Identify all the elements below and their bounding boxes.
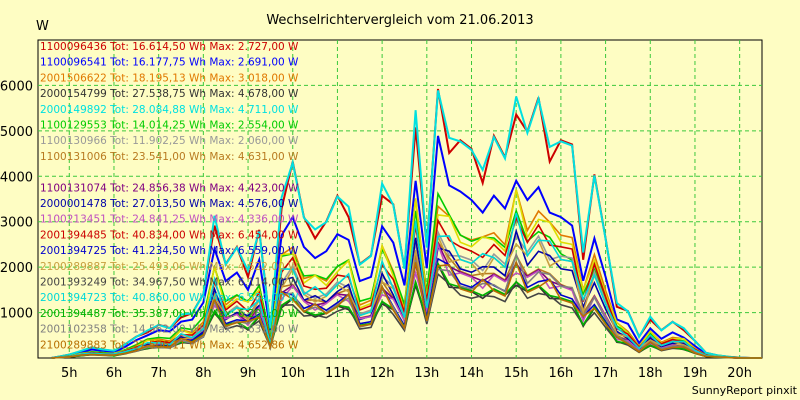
legend-entry: 1100131074 Tot: 24.856,38 Wh Max: 4.423,… [40,182,299,194]
series-line-4 [51,90,762,359]
x-tick-label: 7h [150,366,167,381]
y-tick-label: 3000 [0,216,33,231]
x-tick-label: 17h [593,366,618,381]
legend-entry: 2100289887 Tot: 25.493,06 Wh Max: 4.522,… [40,261,299,273]
x-tick-label: 20h [727,366,752,381]
x-tick-label: 18h [638,366,663,381]
legend-entry: 1100096436 Tot: 16.614,50 Wh Max: 2.727,… [40,41,299,53]
legend: 1100096436 Tot: 16.614,50 Wh Max: 2.727,… [40,41,299,351]
legend-entry: 2001394725 Tot: 41.234,50 Wh Max: 6.559,… [40,245,299,257]
legend-entry: 2000149892 Tot: 28.084,88 Wh Max: 4.711,… [40,104,299,116]
x-axis-ticks: 5h 6h 7h 8h 9h 10h 11h 12h 13h 14h 15h 16h 17h 18h 19h… [61,366,752,381]
legend-entry: 2001102358 Tot: 14.562,00 Wh Max: 3.631,… [40,324,299,336]
series-line-1 [51,135,762,359]
y-tick-label: 5000 [0,125,33,140]
y-tick-label: 6000 [0,79,33,94]
x-tick-label: 6h [106,366,123,381]
x-tick-label: 5h [61,366,78,381]
legend-entry: 2001394487 Tot: 35.387,00 Wh Max: 6.201,… [40,308,299,320]
legend-entry: 2001506622 Tot: 18.195,13 Wh Max: 3.018,… [40,72,299,84]
legend-entry: 1100131006 Tot: 23.541,00 Wh Max: 4.631,… [40,151,299,163]
chart-title: Wechselrichtervergleich vom 21.06.2013 [266,13,533,28]
x-tick-label: 8h [195,366,212,381]
legend-entry: 2000154799 Tot: 27.538,75 Wh Max: 4.678,… [40,88,299,100]
series-lines [51,88,762,359]
x-tick-label: 13h [414,366,439,381]
y-axis-ticks: 1000 2000 3000 4000 5000 6000 [0,79,33,321]
x-tick-label: 19h [683,366,708,381]
y-tick-label: 4000 [0,170,33,185]
legend-entry: 2001394723 Tot: 40.860,00 Wh Max: 6.584,… [40,292,299,304]
legend-entry: 1100213451 Tot: 24.841,25 Wh Max: 4.336,… [40,214,299,226]
x-tick-label: 9h [240,366,257,381]
series-line-16 [51,212,762,359]
x-tick-label: 12h [370,366,395,381]
legend-entry: 2100289883 Tot: 27.506,11 Wh Max: 4.652,… [40,339,299,351]
legend-entry: 1100096541 Tot: 16.177,75 Wh Max: 2.691,… [40,57,299,69]
x-tick-label: 15h [504,366,529,381]
legend-entry: 2000001478 Tot: 27.013,50 Wh Max: 4.576,… [40,198,299,210]
x-tick-label: 11h [325,366,350,381]
x-tick-label: 10h [280,366,305,381]
y-tick-label: 2000 [0,261,33,276]
legend-entry: 1100129553 Tot: 14.014,25 Wh Max: 2.554,… [40,120,299,132]
x-tick-label: 16h [548,366,573,381]
grid [38,40,762,358]
x-tick-label: 14h [459,366,484,381]
series-line-19 [51,259,762,359]
plot-area [37,39,763,359]
legend-entry: 2001393249 Tot: 34.967,50 Wh Max: 6.114,… [40,277,299,289]
y-tick-label: 1000 [0,307,33,322]
legend-entry: 1100130966 Tot: 11.902,25 Wh Max: 2.060,… [40,135,299,147]
footer-credit: SunnyReport pinxit [692,384,798,397]
legend-entry: 2001394485 Tot: 40.834,00 Wh Max: 6.454,… [40,229,299,241]
y-axis-label: W [36,19,49,34]
